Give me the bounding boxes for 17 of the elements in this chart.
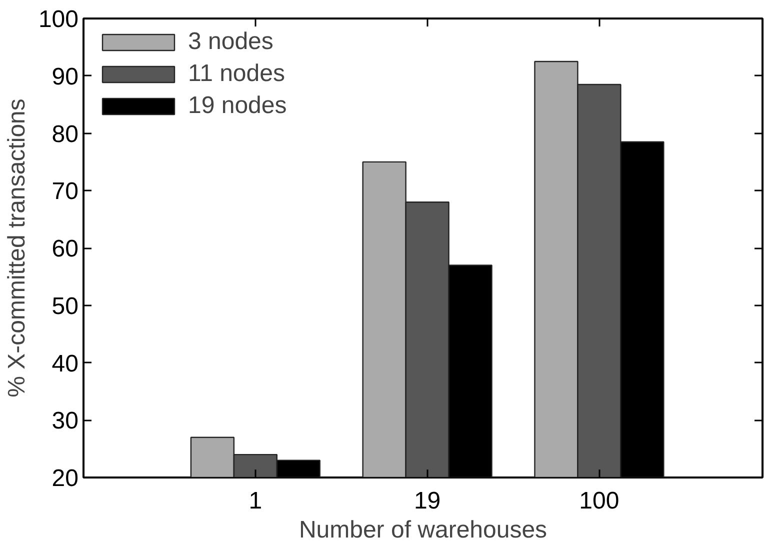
y-tick-label: 90 <box>52 63 79 90</box>
y-tick-label: 70 <box>52 178 79 206</box>
y-tick-label: 40 <box>52 350 79 378</box>
y-tick-label: 30 <box>52 408 79 435</box>
legend-label: 3 nodes <box>188 28 274 56</box>
y-axis-title: % X-committed transactions <box>3 98 30 398</box>
x-tick-label: 1 <box>248 488 262 514</box>
x-tick-label: 100 <box>579 488 620 514</box>
legend-label: 19 nodes <box>188 92 287 120</box>
legend-label: 11 nodes <box>188 60 285 88</box>
y-tick-label: 60 <box>52 236 79 262</box>
x-tick-label: 19 <box>414 488 441 514</box>
x-axis-title: Number of warehouses <box>298 516 548 544</box>
y-tick-label: 80 <box>52 120 79 148</box>
y-tick-label: 100 <box>38 6 79 33</box>
y-tick-label: 20 <box>52 465 79 492</box>
y-tick-label: 50 <box>52 292 79 320</box>
